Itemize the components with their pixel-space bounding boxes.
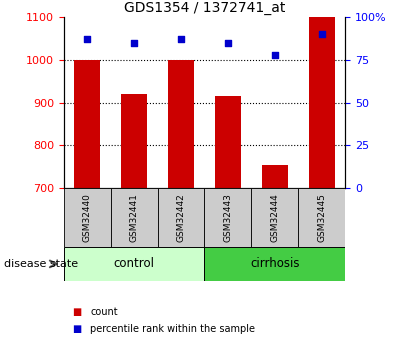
Bar xyxy=(298,188,345,247)
Text: GSM32441: GSM32441 xyxy=(129,193,139,242)
Bar xyxy=(64,188,111,247)
Bar xyxy=(111,188,157,247)
Point xyxy=(225,40,231,46)
Text: GSM32443: GSM32443 xyxy=(224,193,233,242)
Point xyxy=(131,40,137,46)
Text: ■: ■ xyxy=(72,325,81,334)
Point xyxy=(84,37,90,42)
Bar xyxy=(215,96,241,188)
Text: GSM32444: GSM32444 xyxy=(270,193,279,242)
Text: GSM32442: GSM32442 xyxy=(176,193,185,242)
Point xyxy=(319,31,325,37)
Title: GDS1354 / 1372741_at: GDS1354 / 1372741_at xyxy=(124,1,285,15)
Bar xyxy=(121,94,147,188)
Bar xyxy=(262,165,288,188)
Text: cirrhosis: cirrhosis xyxy=(250,257,300,270)
Bar xyxy=(64,247,205,281)
Point xyxy=(178,37,184,42)
Point xyxy=(272,52,278,58)
Bar xyxy=(157,188,205,247)
Bar xyxy=(205,247,345,281)
Text: GSM32440: GSM32440 xyxy=(83,193,92,242)
Text: ■: ■ xyxy=(72,307,81,317)
Text: control: control xyxy=(113,257,155,270)
Text: GSM32445: GSM32445 xyxy=(317,193,326,242)
Bar xyxy=(168,60,194,188)
Text: percentile rank within the sample: percentile rank within the sample xyxy=(90,325,255,334)
Bar xyxy=(205,188,252,247)
Bar xyxy=(74,60,100,188)
Bar xyxy=(252,188,298,247)
Bar xyxy=(309,17,335,188)
Text: disease state: disease state xyxy=(4,259,78,269)
Text: count: count xyxy=(90,307,118,317)
